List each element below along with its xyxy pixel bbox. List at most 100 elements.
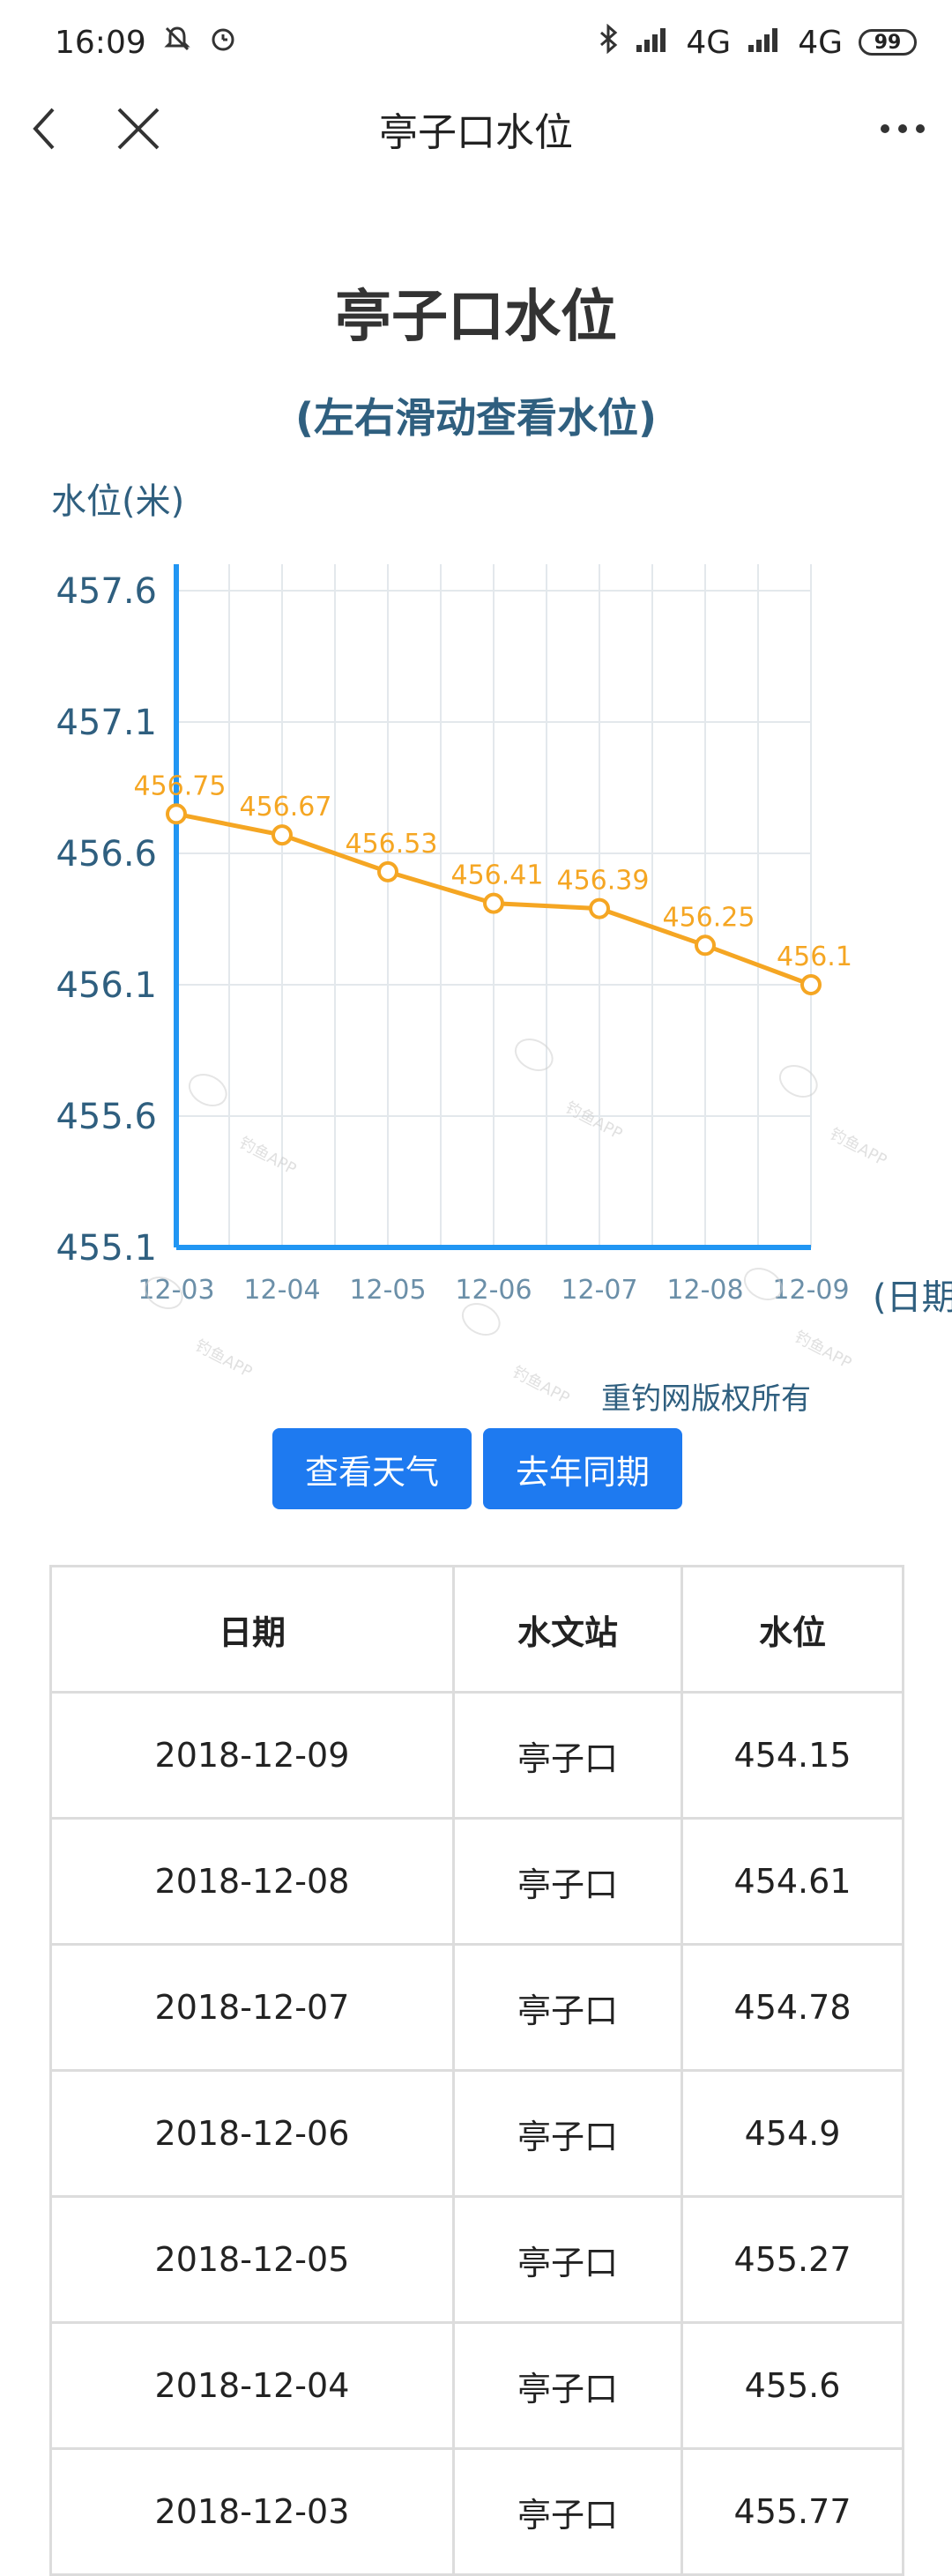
fish-icon: [514, 1039, 554, 1072]
network-type-1: 4G: [686, 24, 732, 61]
watermark: 钓鱼APP: [778, 1065, 890, 1170]
table-cell-station: 亭子口: [451, 2447, 684, 2576]
watermark: 钓鱼APP: [188, 1074, 299, 1179]
data-label: 456.67: [240, 792, 332, 823]
table-cell-date: 2018-12-08: [49, 1817, 455, 1946]
data-point: [377, 860, 398, 882]
x-tick-label: 12-07: [561, 1275, 637, 1306]
status-time: 16:09: [55, 24, 146, 61]
table-row: 2018-12-06 亭子口 454.9: [49, 2069, 904, 2198]
data-label: 456.25: [663, 902, 755, 933]
x-tick-label: 12-09: [772, 1275, 849, 1306]
y-tick-label: 455.1: [56, 1228, 157, 1269]
y-tick-label: 457.1: [56, 703, 157, 743]
network-type-2: 4G: [798, 24, 843, 61]
nav-bar: 亭子口水位: [0, 85, 952, 173]
watermark: 钓鱼APP: [461, 1303, 573, 1408]
fish-icon: [743, 1268, 783, 1301]
table-cell-date: 2018-12-07: [49, 1943, 455, 2072]
battery-level: 99: [874, 31, 902, 54]
y-tick-label: 456.1: [56, 965, 157, 1006]
table-row: 2018-12-05 亭子口 455.27: [49, 2195, 904, 2324]
data-point: [695, 934, 716, 957]
table-cell-station: 亭子口: [451, 2321, 684, 2450]
data-label: 456.39: [557, 866, 650, 897]
status-right: 4G 4G 99: [598, 23, 917, 62]
bluetooth-icon: [598, 23, 619, 62]
table-cell-level: 454.61: [681, 1817, 904, 1946]
table-cell-station: 亭子口: [451, 1817, 684, 1946]
table-cell-level: 455.6: [681, 2321, 904, 2450]
watermark-text: 钓鱼APP: [509, 1363, 573, 1408]
chart-copyright: 重钓网版权所有: [601, 1381, 811, 1417]
watermark-text: 钓鱼APP: [562, 1098, 626, 1143]
x-tick-label: 12-05: [349, 1275, 426, 1306]
alarm-icon: [208, 24, 238, 62]
status-left: 16:09: [55, 24, 238, 62]
table-header-station: 水文站: [451, 1565, 684, 1694]
fish-icon: [144, 1277, 183, 1310]
table-row: 2018-12-04 亭子口 455.6: [49, 2321, 904, 2450]
fish-icon: [188, 1074, 227, 1107]
nav-title: 亭子口水位: [379, 110, 573, 155]
x-tick-label: 12-08: [666, 1275, 743, 1306]
table-cell-date: 2018-12-03: [49, 2447, 455, 2576]
y-axis-label: 水位(米): [51, 481, 184, 522]
data-label: 456.1: [777, 942, 852, 972]
table-cell-station: 亭子口: [451, 1943, 684, 2072]
water-level-chart[interactable]: 457.6 457.1 456.6 456.1 455.6 455.1 水位(米) 12-03…: [0, 458, 952, 1428]
table-cell-level: 455.77: [681, 2447, 904, 2576]
table-row: 2018-12-09 亭子口 454.15: [49, 1691, 904, 1820]
signal-icon-2: [747, 24, 782, 62]
table-header-row: 日期 水文站 水位: [49, 1565, 904, 1694]
table-cell-date: 2018-12-09: [49, 1691, 455, 1820]
more-icon: [881, 124, 925, 133]
fish-icon: [778, 1065, 818, 1098]
action-buttons: 查看天气 去年同期: [0, 1428, 952, 1509]
water-level-table: 日期 水文站 水位 2018-12-09 亭子口 454.15 2018-12-…: [49, 1565, 904, 2576]
battery-icon: 99: [859, 29, 917, 56]
last-year-button[interactable]: 去年同期: [483, 1428, 682, 1509]
fish-icon: [461, 1303, 501, 1336]
close-icon: [117, 108, 160, 150]
x-tick-label: 12-04: [243, 1275, 320, 1306]
watermark-text: 钓鱼APP: [792, 1328, 855, 1373]
data-point: [589, 897, 610, 919]
chart-svg[interactable]: 457.6457.1456.6456.1455.6455.1水位(米)12-03…: [0, 458, 952, 1428]
x-axis-label: (日期): [873, 1277, 952, 1318]
table-cell-station: 亭子口: [451, 2195, 684, 2324]
chevron-left-icon: [33, 108, 55, 150]
weather-button[interactable]: 查看天气: [272, 1428, 472, 1509]
data-label: 456.41: [451, 860, 544, 891]
more-button[interactable]: [867, 93, 938, 164]
table-cell-level: 454.78: [681, 1943, 904, 2072]
table-cell-date: 2018-12-04: [49, 2321, 455, 2450]
watermark-text: 钓鱼APP: [192, 1336, 256, 1381]
data-point: [166, 803, 187, 825]
table-header-date: 日期: [49, 1565, 455, 1694]
data-label: 456.75: [134, 771, 227, 801]
table-cell-level: 454.9: [681, 2069, 904, 2198]
y-tick-label: 457.6: [56, 571, 157, 612]
close-button[interactable]: [103, 93, 174, 164]
mute-icon: [162, 24, 192, 62]
table-header-level: 水位: [681, 1565, 904, 1694]
table-row: 2018-12-07 亭子口 454.78: [49, 1943, 904, 2072]
y-tick-label: 456.6: [56, 834, 157, 875]
watermark-text: 钓鱼APP: [827, 1125, 890, 1170]
page-subtitle: (左右滑动查看水位): [294, 394, 658, 442]
back-button[interactable]: [9, 93, 79, 164]
table-cell-station: 亭子口: [451, 1691, 684, 1820]
watermark: 钓鱼APP: [514, 1039, 626, 1143]
status-bar: 16:09 4G 4G 99: [0, 0, 952, 85]
x-tick-label: 12-06: [455, 1275, 532, 1306]
table-row: 2018-12-03 亭子口 455.77: [49, 2447, 904, 2576]
table-row: 2018-12-08 亭子口 454.61: [49, 1817, 904, 1946]
data-point: [800, 974, 822, 995]
data-point: [271, 824, 293, 846]
table-cell-level: 455.27: [681, 2195, 904, 2324]
table-cell-date: 2018-12-05: [49, 2195, 455, 2324]
table-cell-date: 2018-12-06: [49, 2069, 455, 2198]
data-label: 456.53: [346, 829, 438, 860]
table-cell-level: 454.15: [681, 1691, 904, 1820]
